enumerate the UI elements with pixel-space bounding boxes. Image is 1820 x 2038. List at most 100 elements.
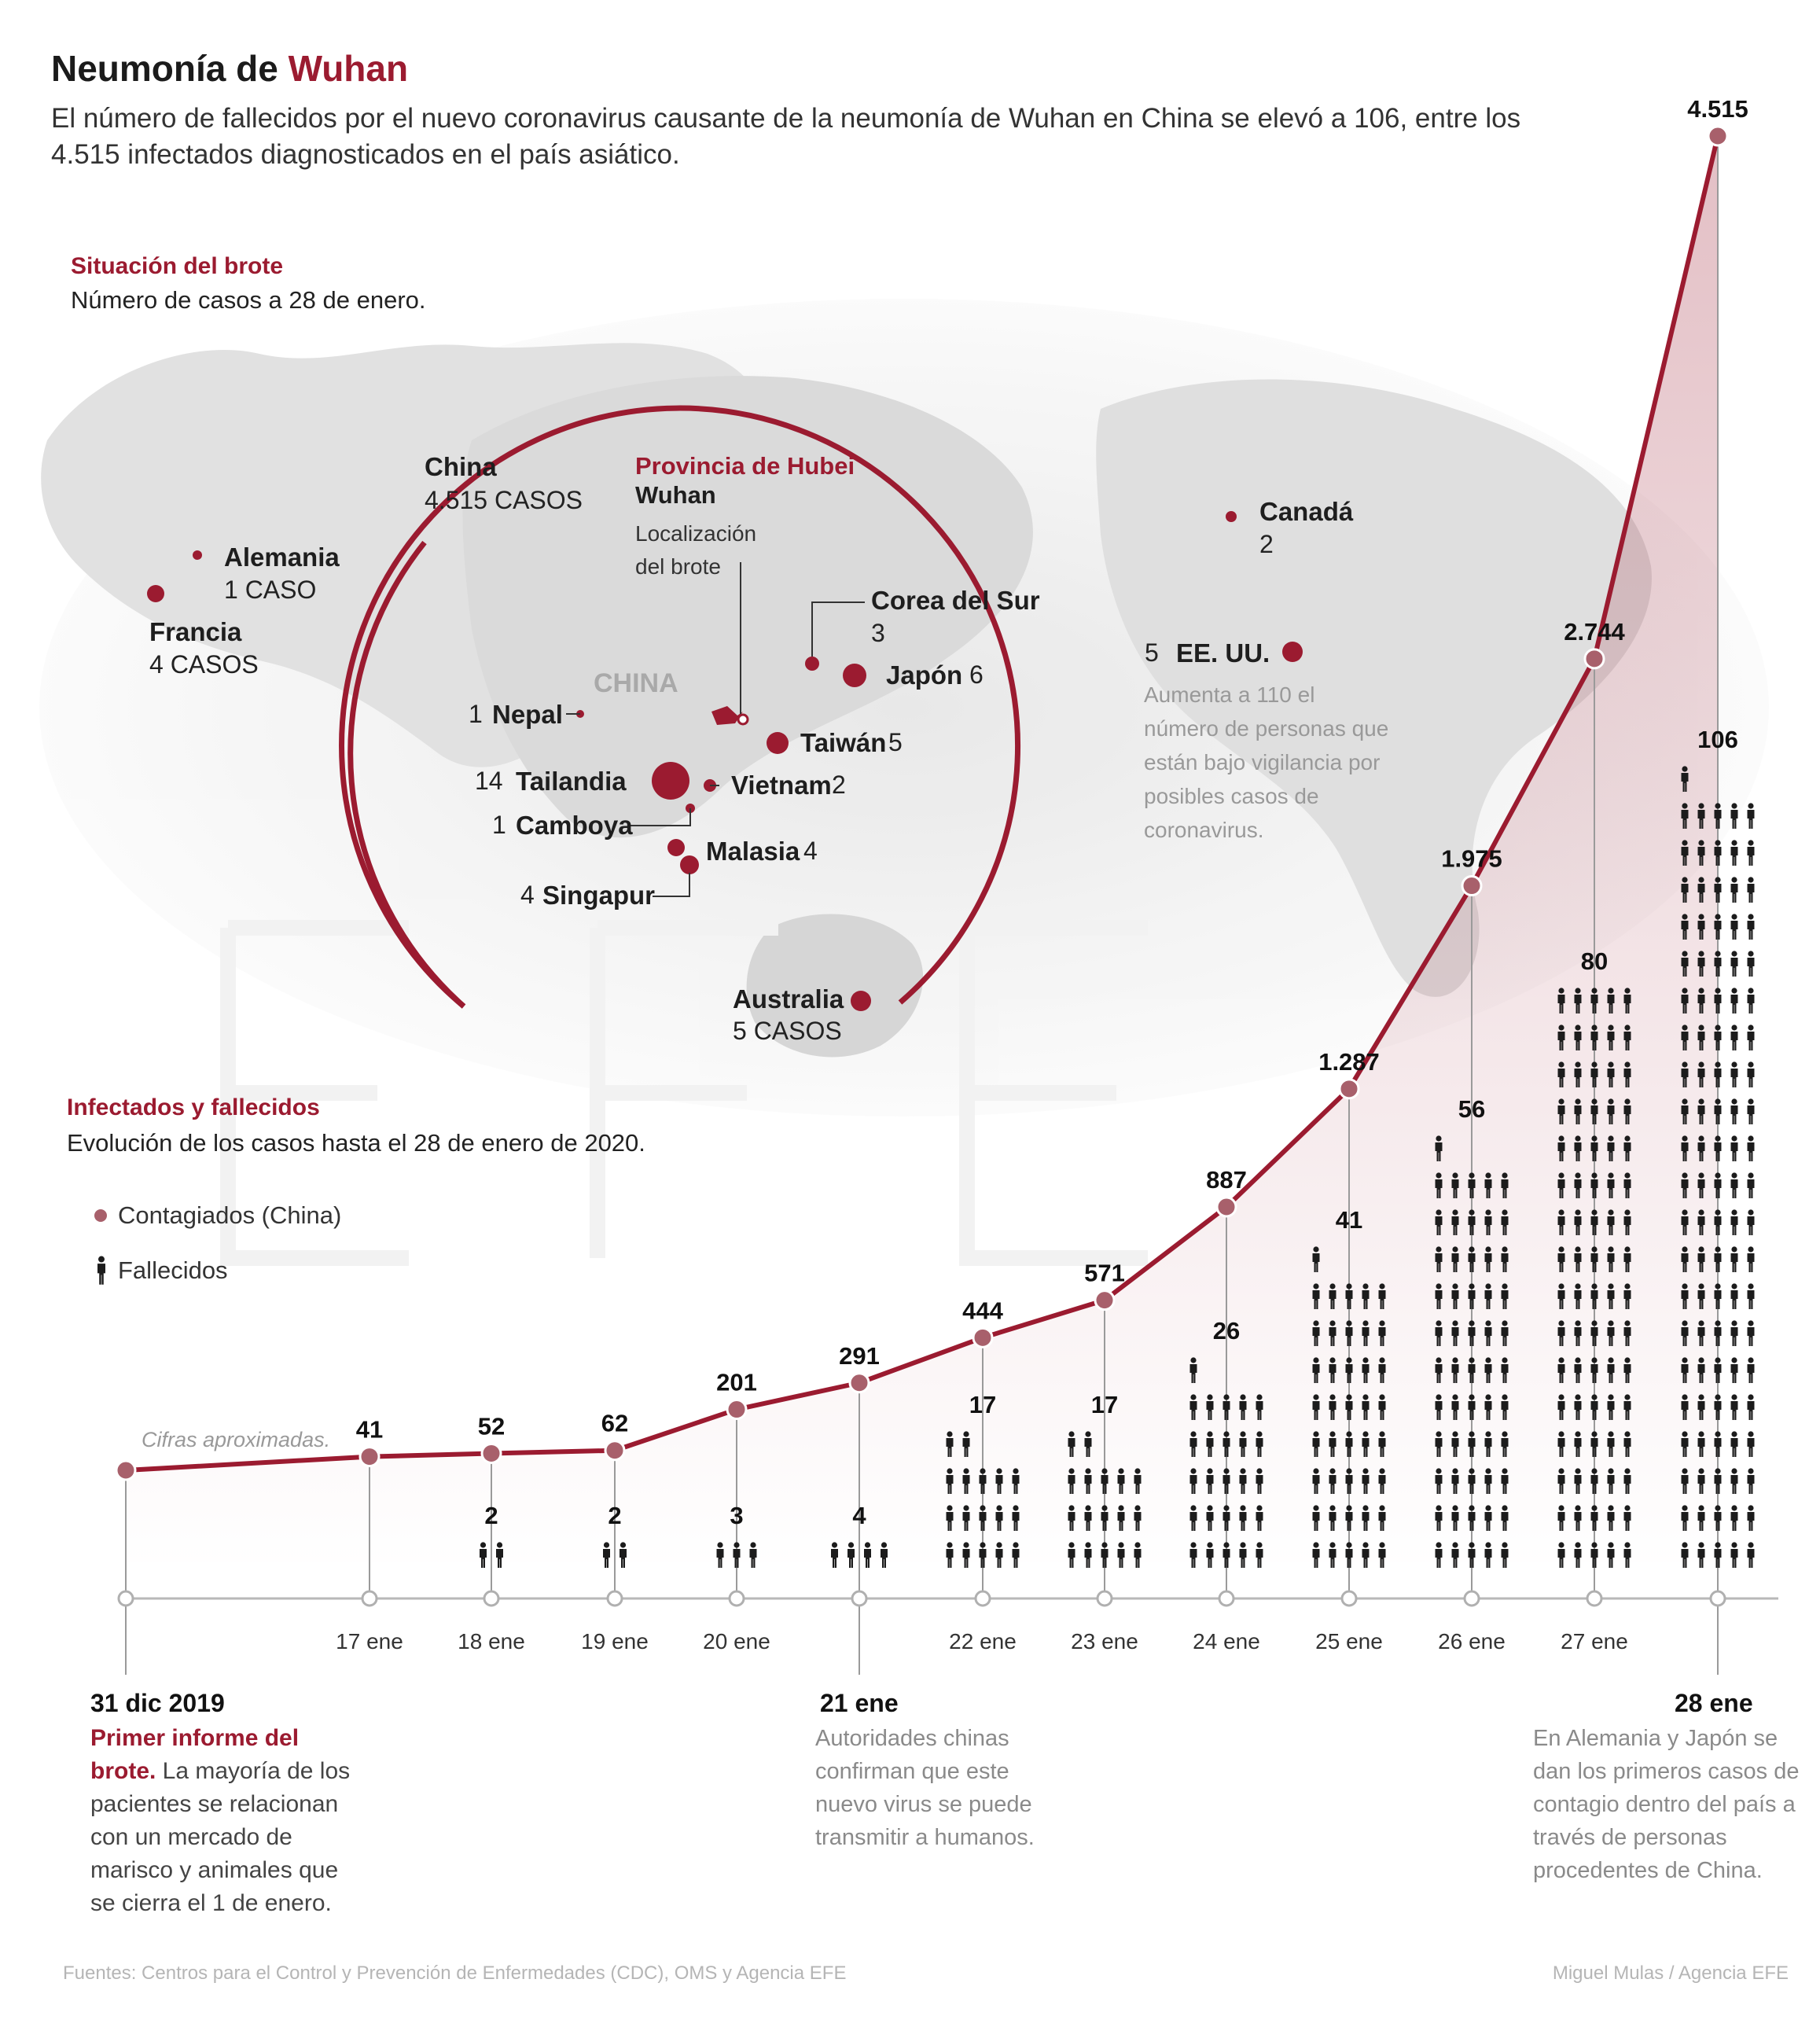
death-person-icon	[1730, 1394, 1738, 1420]
infected-value-label: 52	[478, 1412, 505, 1440]
page-subtitle: El número de fallecidos por el nuevo cor…	[51, 103, 1521, 170]
dot-canada	[1226, 511, 1237, 522]
death-person-icon	[1747, 1209, 1755, 1235]
death-value-label: 17	[969, 1391, 996, 1418]
infected-point	[1338, 1078, 1360, 1100]
start-note: Primer informe del brote. La mayoría de …	[90, 1725, 351, 1916]
map-asia-shape	[462, 376, 1033, 838]
chart-section-subtitle: Evolución de los casos hasta el 28 de en…	[67, 1129, 645, 1157]
death-person-icon	[1730, 1283, 1738, 1309]
x-tick-label: 19 ene	[581, 1629, 649, 1654]
legend-dot-icon	[94, 1209, 107, 1222]
page-title: Neumonía de Wuhan	[51, 48, 409, 89]
infected-value-label: 444	[962, 1297, 1003, 1324]
corea-count: 3	[871, 619, 885, 647]
dot-corea	[805, 657, 819, 671]
death-person-icon	[1747, 1135, 1755, 1161]
death-person-icon	[1747, 1246, 1755, 1272]
infected-point	[1583, 648, 1605, 670]
death-person-icon	[1747, 1061, 1755, 1087]
end-note: En Alemania y Japón se dan los primeros …	[1533, 1726, 1800, 1883]
axis-tick	[728, 1590, 745, 1607]
death-value-label: 4	[852, 1502, 866, 1529]
dot-singapur	[680, 855, 699, 874]
eeuu-name: EE. UU.	[1176, 638, 1270, 668]
francia-count: 4 CASOS	[149, 650, 259, 679]
axis-tick	[361, 1590, 378, 1607]
australia-name: Australia	[733, 984, 844, 1013]
mid-date: 21 ene	[820, 1689, 899, 1717]
infected-value-label: 571	[1084, 1260, 1125, 1287]
x-tick-label: 27 ene	[1561, 1629, 1628, 1654]
corea-name: Corea del Sur	[871, 586, 1040, 615]
mid-note: Autoridades chinas confirman que este nu…	[815, 1726, 1035, 1850]
death-value-label: 26	[1213, 1317, 1240, 1345]
map-america-shape	[1096, 379, 1652, 997]
death-person-icon	[1747, 877, 1755, 903]
infected-value-label: 62	[601, 1410, 628, 1437]
hubei-label: Provincia de Hubei	[635, 452, 855, 480]
vietnam-name: Vietnam	[731, 771, 832, 800]
dot-alemania	[193, 550, 202, 560]
eeuu-count: 5	[1145, 638, 1159, 667]
legend-deaths: Fallecidos	[94, 1255, 228, 1286]
axis-tick	[483, 1590, 500, 1607]
axis-tick	[1586, 1590, 1603, 1607]
x-tick-label: 17 ene	[336, 1629, 403, 1654]
tailandia-name: Tailandia	[516, 767, 627, 796]
dot-japon	[843, 664, 866, 687]
death-person-icon	[1730, 1246, 1738, 1272]
x-tick-label: 22 ene	[949, 1629, 1017, 1654]
death-person-icon	[1730, 1135, 1738, 1161]
infected-point	[358, 1446, 381, 1468]
map-section-title: Situación del brote	[71, 253, 284, 279]
usa-note: Aumenta a 110 el número de personas que …	[1144, 682, 1389, 842]
death-person-icon	[1747, 1357, 1755, 1383]
wuhan-note: Localización del brote	[635, 521, 757, 579]
death-person-icon	[1730, 1357, 1738, 1383]
death-value-label: 41	[1336, 1206, 1362, 1234]
china-label: China	[425, 452, 497, 481]
efe-watermark	[220, 920, 1148, 1266]
taiwan-count: 5	[888, 728, 903, 756]
map-section-subtitle: Número de casos a 28 de enero.	[71, 286, 426, 314]
death-person-icon	[1730, 877, 1738, 903]
axis-tick	[851, 1590, 868, 1607]
china-map-text: CHINA	[594, 668, 678, 698]
canada-name: Canadá	[1259, 497, 1354, 526]
death-person-icon	[1747, 840, 1755, 866]
nepal-name: Nepal	[492, 700, 563, 729]
axis-tick	[606, 1590, 623, 1607]
end-date: 28 ene	[1675, 1689, 1753, 1717]
infected-point	[1707, 125, 1729, 147]
chart-layer: 17 ene 18 ene 19 ene 20 ene 22 ene 23 ene 24 e…	[115, 95, 1778, 1675]
death-value-label: 2	[608, 1502, 621, 1529]
china-cases: 4.515 CASOS	[425, 486, 583, 514]
hubei-shape	[711, 706, 743, 725]
death-person-icon	[1747, 1542, 1755, 1568]
person-icon	[97, 1256, 105, 1285]
infected-area	[126, 136, 1718, 1573]
infected-value-label: 1.975	[1441, 845, 1502, 873]
nepal-count: 1	[469, 700, 483, 728]
death-person-icon	[1730, 1431, 1738, 1457]
dot-francia	[147, 585, 164, 602]
death-person-icon	[1730, 1505, 1738, 1531]
infected-value-label: 2.744	[1564, 618, 1625, 646]
death-person-icon	[1747, 1025, 1755, 1050]
x-tick-label: 20 ene	[703, 1629, 770, 1654]
francia-name: Francia	[149, 617, 242, 646]
infected-point	[726, 1399, 748, 1421]
death-person-icon	[1747, 1468, 1755, 1494]
death-person-icon	[1730, 1209, 1738, 1235]
death-person-icon	[1747, 1505, 1755, 1531]
axis-tick	[1096, 1590, 1113, 1607]
x-tick-label: 23 ene	[1071, 1629, 1138, 1654]
death-person-icon	[1730, 988, 1738, 1013]
vietnam-count: 2	[832, 771, 846, 799]
alemania-count: 1 CASO	[224, 576, 317, 604]
death-person-icon	[1747, 1283, 1755, 1309]
dot-malasia	[667, 839, 685, 856]
